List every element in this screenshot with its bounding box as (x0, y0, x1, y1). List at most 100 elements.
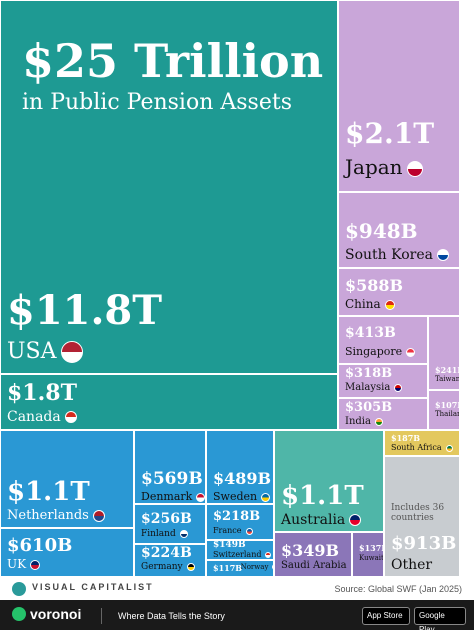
tile-china: $588B China (338, 268, 460, 316)
finland-flag-icon (179, 529, 188, 538)
country-label: Netherlands (7, 508, 105, 523)
france-flag-icon (245, 527, 253, 535)
south-korea-flag-icon (436, 249, 449, 261)
tile-usa: $11.8T USA (0, 0, 338, 374)
tile-taiwan: $241BTaiwan (428, 316, 460, 390)
country-label: Other (391, 557, 433, 573)
value-label: $1.1T (281, 481, 364, 511)
footer-divider (101, 608, 102, 624)
uk-flag-icon (30, 559, 41, 570)
value-label: $489B (213, 469, 272, 488)
country-label: Canada (7, 409, 77, 425)
country-label: Singapore (345, 345, 416, 358)
value-label: $107B (435, 400, 459, 410)
value-label: $318B (345, 366, 393, 381)
country-label: Japan (345, 155, 423, 179)
app-store-button[interactable]: App Store (362, 607, 410, 625)
us-flag-icon (60, 341, 83, 363)
country-label: Sweden (213, 490, 271, 503)
tile-switzerland: $149B Switzerland (206, 540, 274, 560)
headline-title: $25 Trillion (22, 34, 324, 88)
headline-subtitle: in Public Pension Assets (22, 90, 292, 115)
tile-japan: $2.1T Japan (338, 0, 460, 192)
country-label: Denmark (141, 490, 205, 503)
value-label: $948B (345, 219, 418, 243)
value-label: $149B (213, 540, 246, 550)
value-label: $11.8T (7, 287, 163, 334)
tile-saudi-arabia: $349B Saudi Arabia (274, 532, 352, 577)
country-label: Germany (141, 562, 195, 572)
value-label: $913B (391, 533, 457, 554)
tile-kuwait: $137BKuwait (352, 532, 384, 577)
country-label: Saudi Arabia (281, 560, 351, 571)
tile-france: $218B France (206, 504, 274, 540)
value-label: $218B (213, 509, 261, 524)
country-label: Malaysia (345, 382, 403, 393)
tile-norway: $117B Norway (206, 560, 274, 577)
country-label: Thailand (435, 410, 459, 418)
value-label: $569B (141, 469, 203, 489)
country-label: Kuwait (359, 554, 383, 562)
country-label: India (345, 416, 383, 427)
canada-flag-icon (64, 411, 77, 423)
google-play-label: Google Play (419, 611, 445, 634)
tile-denmark: $569B Denmark (134, 430, 206, 504)
tile-malaysia: $318B Malaysia (338, 364, 428, 398)
tagline: Where Data Tells the Story (118, 611, 225, 621)
country-label: South Korea (345, 247, 449, 263)
tile-south-korea: $948B South Korea (338, 192, 460, 268)
tile-finland: $256B Finland (134, 504, 206, 544)
switzerland-flag-icon (265, 552, 272, 558)
south-africa-flag-icon (445, 444, 453, 452)
country-label: Australia (281, 512, 362, 528)
publisher-name: VISUAL CAPITALIST (32, 582, 154, 592)
country-label: China (345, 297, 395, 311)
denmark-flag-icon (196, 492, 205, 502)
voronoi-logo-icon (12, 607, 26, 621)
value-label: $2.1T (345, 117, 435, 150)
country-label: UK (7, 557, 41, 571)
value-label: $256B (141, 511, 192, 527)
country-label: Switzerland (213, 550, 272, 559)
country-label: Taiwan (435, 375, 459, 383)
visual-capitalist-logo-icon (12, 582, 26, 596)
tile-singapore: $413B Singapore (338, 316, 428, 364)
netherlands-flag-icon (92, 509, 105, 522)
tile-south-africa: $187B South Africa (384, 430, 460, 456)
value-label: $305B (345, 400, 393, 415)
google-play-button[interactable]: Google Play (414, 607, 466, 634)
tile-australia: $1.1T Australia (274, 430, 384, 532)
value-label: $224B (141, 545, 192, 561)
app-store-label: App Store (367, 611, 403, 620)
tile-uk: $610B UK (0, 528, 134, 577)
value-label: $187B (391, 433, 421, 443)
tile-netherlands: $1.1T Netherlands (0, 430, 134, 528)
country-label: Finland (141, 529, 188, 539)
singapore-flag-icon (406, 347, 416, 357)
country-label: USA (7, 339, 83, 364)
other-note: Includes 36 countries (391, 503, 445, 523)
country-label: Norway (241, 563, 273, 571)
tile-india: $305B India (338, 398, 428, 430)
tile-other: $913B Other Includes 36 countries (384, 456, 460, 577)
value-label: $413B (345, 325, 396, 341)
tile-canada: $1.8T Canada (0, 374, 338, 430)
value-label: $1.1T (7, 477, 90, 507)
australia-flag-icon (349, 514, 362, 526)
tile-sweden: $489B Sweden (206, 430, 274, 504)
india-flag-icon (374, 417, 383, 426)
sweden-flag-icon (261, 492, 271, 502)
value-label: $241B (435, 365, 459, 375)
china-flag-icon (384, 299, 395, 310)
brand-name: voronoi (30, 606, 82, 622)
source-note: Source: Global SWF (Jan 2025) (334, 584, 462, 594)
value-label: $137B (359, 543, 383, 553)
malaysia-flag-icon (394, 383, 403, 392)
value-label: $1.8T (7, 380, 77, 406)
germany-flag-icon (186, 562, 195, 571)
country-label: France (213, 526, 253, 535)
value-label: $610B (7, 535, 73, 556)
value-label: $588B (345, 276, 404, 295)
value-label: $349B (281, 541, 340, 560)
value-label: $117B (213, 563, 243, 573)
